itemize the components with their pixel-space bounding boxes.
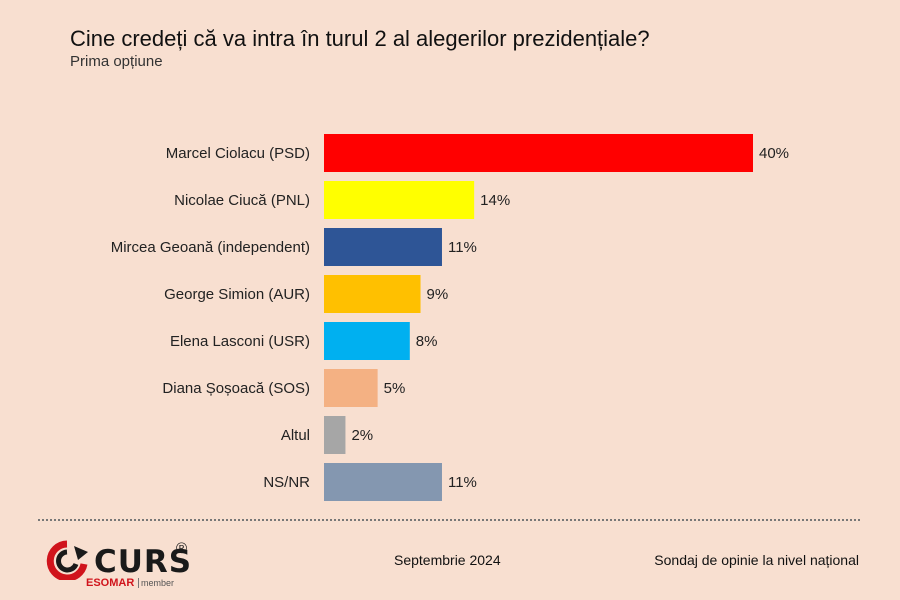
- survey-note: Sondaj de opinie la nivel național: [654, 552, 859, 568]
- data-label: 9%: [427, 286, 449, 303]
- esomar-member-label: member: [138, 578, 174, 588]
- bar-chart: Marcel Ciolacu (PSD) 40% Nicolae Ciucă (PN…: [111, 134, 789, 501]
- data-label: 11%: [448, 239, 477, 256]
- bar: [324, 181, 475, 219]
- data-label: 14%: [480, 192, 510, 209]
- category-label: Mircea Geoană (independent): [111, 239, 310, 256]
- survey-date: Septembrie 2024: [394, 552, 501, 568]
- chart-title: Cine credeți că va intra în turul 2 al a…: [70, 26, 650, 51]
- data-label: 11%: [448, 474, 477, 491]
- bar: [324, 369, 378, 407]
- bar: [324, 322, 410, 360]
- category-label: NS/NR: [263, 474, 310, 491]
- chart-subtitle: Prima opțiune: [70, 53, 163, 70]
- curs-logo: CURS ® ESOMAR member: [44, 540, 204, 590]
- data-label: 40%: [759, 145, 789, 162]
- data-label: 8%: [416, 333, 438, 350]
- curs-logo-icon: [46, 540, 88, 580]
- data-label: 5%: [384, 380, 406, 397]
- data-label: 2%: [351, 427, 373, 444]
- footer-divider: [38, 519, 860, 521]
- category-label: George Simion (AUR): [164, 286, 310, 303]
- category-label: Nicolae Ciucă (PNL): [174, 192, 310, 209]
- bar: [324, 416, 346, 454]
- bar: [324, 275, 421, 313]
- category-label: Elena Lasconi (USR): [170, 333, 310, 350]
- esomar-label: ESOMAR: [86, 577, 135, 589]
- bar: [324, 463, 442, 501]
- category-label: Diana Șoșoacă (SOS): [162, 380, 310, 397]
- curs-logo-text: CURS: [94, 544, 193, 580]
- category-label: Marcel Ciolacu (PSD): [166, 145, 310, 162]
- bar: [324, 134, 753, 172]
- registered-mark: ®: [176, 540, 188, 557]
- bar: [324, 228, 442, 266]
- category-label: Altul: [281, 427, 310, 444]
